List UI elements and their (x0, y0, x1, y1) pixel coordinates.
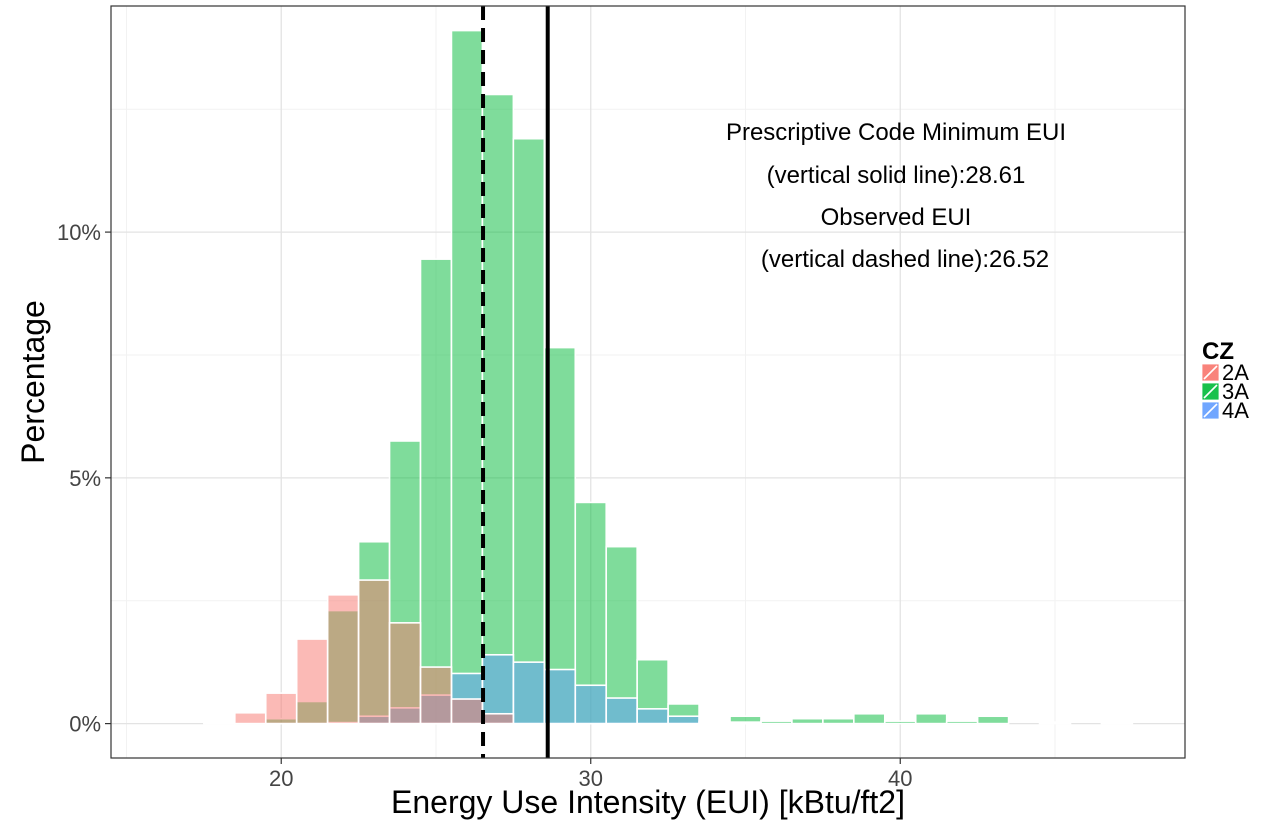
bar-4A-30 (574, 684, 608, 725)
bar-3A-28 (512, 137, 546, 725)
legend-key-slash (1203, 384, 1218, 399)
y-tick-label: 0% (69, 712, 101, 737)
bar-3A-45 (1038, 721, 1072, 725)
bar-3A-26 (450, 29, 484, 725)
y-tick-label: 10% (57, 220, 101, 245)
reference-lines (481, 6, 550, 758)
y-axis: 0% 5% 10% (57, 220, 111, 737)
bar-3A-39 (853, 712, 886, 725)
bar-3A-27 (481, 93, 515, 725)
bar-2A-27 (481, 712, 515, 725)
bars (203, 29, 1134, 725)
bar-2A-22 (326, 594, 360, 725)
legend-key-slash (1203, 403, 1218, 418)
x-axis: 20 30 40 (269, 758, 912, 791)
bar-3A-38 (822, 717, 855, 725)
bar-3A-31 (605, 545, 638, 725)
bar-3A-41 (914, 712, 948, 725)
bar-3A-40 (883, 720, 917, 725)
x-tick-label: 40 (888, 766, 912, 791)
x-tick-label: 30 (578, 766, 602, 791)
bar-4A-34 (698, 721, 731, 725)
panel-background (111, 6, 1185, 758)
bar-3A-25 (419, 258, 453, 725)
legend-label-2A: 2A (1222, 360, 1249, 385)
legend-label-4A: 4A (1222, 398, 1249, 423)
panel-border (110, 5, 1186, 759)
bar-3A-47 (1100, 721, 1134, 725)
legend-label-3A: 3A (1222, 379, 1249, 404)
x-tick-label: 20 (269, 766, 293, 791)
bar-4A-28 (512, 661, 546, 725)
annotation-line-2: (vertical solid line):28.61 (767, 162, 1026, 189)
bar-2A-21 (295, 638, 329, 725)
legend-key-slash (1203, 365, 1218, 380)
bar-3A-37 (791, 717, 824, 725)
annotation-line-4: (vertical dashed line):26.52 (761, 246, 1049, 273)
bar-4A-35 (729, 721, 762, 725)
annotation-line-3: Observed EUI (821, 204, 972, 231)
annotation-line-1: Prescriptive Code Minimum EUI (726, 119, 1066, 146)
bar-4A-32 (636, 708, 669, 725)
annotation: Prescriptive Code Minimum EUI (vertical … (726, 119, 1066, 273)
bar-2A-26 (450, 698, 484, 725)
bar-2A-18 (203, 721, 236, 725)
bar-2A-24 (388, 622, 422, 725)
bar-4A-31 (605, 697, 638, 725)
y-tick-label: 5% (69, 466, 101, 491)
bar-2A-23 (357, 579, 391, 725)
bar-3A-43 (976, 715, 1010, 725)
x-axis-title: Energy Use Intensity (EUI) [kBtu/ft2] (391, 784, 905, 820)
bar-2A-20 (264, 692, 298, 725)
legend-title: CZ (1202, 338, 1234, 365)
bar-3A-36 (760, 720, 793, 725)
y-axis-title: Percentage (15, 300, 51, 464)
bar-2A-25 (419, 666, 453, 725)
bar-3A-42 (945, 720, 979, 725)
bar-2A-19 (234, 711, 267, 725)
bar-4A-33 (667, 715, 700, 725)
